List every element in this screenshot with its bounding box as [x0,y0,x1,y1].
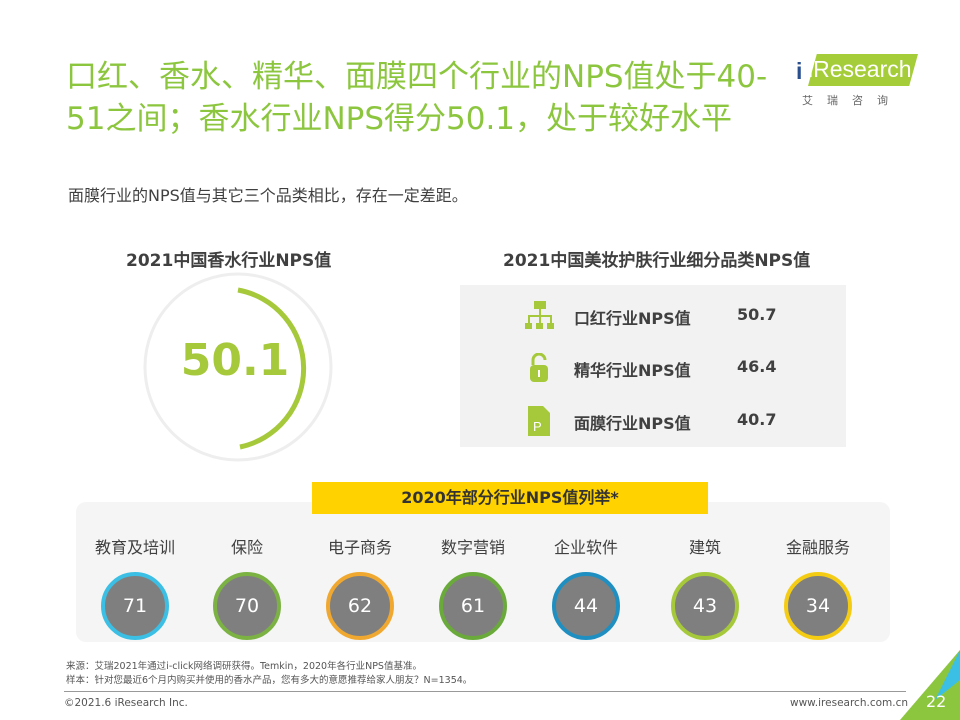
industry-item: 金融服务 34 [763,534,873,640]
industry-nps-circle: 61 [439,572,507,640]
source-text: 来源：艾瑞2021年通过i-click网络调研获得。Temkin，2020年各行… [66,661,422,672]
divider [64,691,906,692]
subtitle: 面膜行业的NPS值与其它三个品类相比，存在一定差距。 [68,186,468,205]
industry-nps-circle: 43 [671,572,739,640]
industry-name: 教育及培训 [94,538,175,557]
item-value: 50.7 [737,305,777,324]
sitemap-icon [525,301,554,329]
list-item: P 面膜行业NPS值 40.7 [460,400,846,440]
svg-text:P: P [533,419,542,434]
perfume-heading: 2021中国香水行业NPS值 [126,251,332,271]
industry-name: 数字营销 [440,538,505,557]
item-label: 面膜行业NPS值 [574,414,691,433]
copyright: ©2021.6 iResearch Inc. [64,697,188,709]
industry-nps-circle: 44 [552,572,620,640]
industry-nps-circle: 71 [101,572,169,640]
gauge-arc [237,287,307,450]
industry-name: 建筑 [688,538,721,557]
industry-name: 企业软件 [553,538,618,557]
document-p-icon: P [528,406,550,436]
industry-item: 企业软件 44 [531,534,641,640]
industry-item: 教育及培训 71 [80,534,190,640]
industry-name: 保险 [230,538,263,557]
logo-subtext: 艾瑞咨询 [802,94,902,107]
industry-name: 电子商务 [327,538,392,557]
perfume-nps-value: 50.1 [180,335,290,386]
unlock-icon [530,353,548,382]
item-label: 口红行业NPS值 [574,309,691,328]
perfume-gauge [143,272,333,462]
website: www.iresearch.com.cn [790,697,909,709]
item-label: 精华行业NPS值 [574,361,691,380]
industry-nps-circle: 34 [784,572,852,640]
industry-nps-circle: 62 [326,572,394,640]
item-value: 46.4 [737,357,777,376]
source-note: 来源：艾瑞2021年通过i-click网络调研获得。Temkin，2020年各行… [66,660,472,688]
item-value: 40.7 [737,410,777,429]
beauty-panel: 口红行业NPS值 50.7 精华行业NPS值 46.4 P 面膜行业NPS值 4… [460,285,846,447]
list-item: 精华行业NPS值 46.4 [460,347,846,387]
industry-name: 金融服务 [785,538,850,557]
logo-text: iResearch [808,56,912,82]
industry-item: 保险 70 [192,534,302,640]
iresearch-logo: i iResearch 艾瑞咨询 [792,48,922,108]
industries-heading: 2020年部分行业NPS值列举* [312,482,708,514]
industry-item: 数字营销 61 [418,534,528,640]
industry-item: 电子商务 62 [305,534,415,640]
corner-decoration [900,650,960,720]
page-title: 口红、香水、精华、面膜四个行业的NPS值处于40-51之间；香水行业NPS得分5… [66,59,768,137]
sample-text: 样本：针对您最近6个月内购买并使用的香水产品，您有多大的意愿推荐给家人朋友？N=… [66,675,473,686]
list-item: 口红行业NPS值 50.7 [460,295,846,335]
industry-nps-circle: 70 [213,572,281,640]
industry-item: 建筑 43 [650,534,760,640]
beauty-heading: 2021中国美妆护肤行业细分品类NPS值 [503,251,811,271]
page-number: 22 [926,692,947,711]
